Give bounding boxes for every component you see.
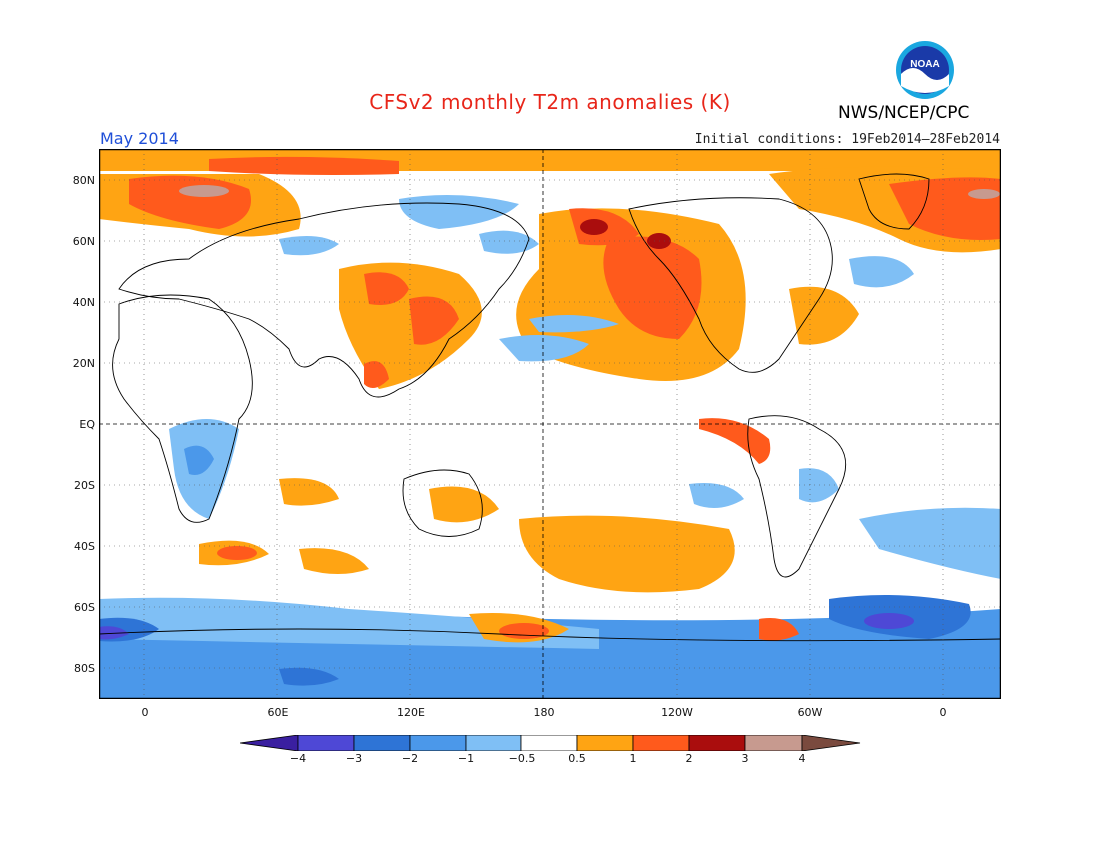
colorbar-segment: [576, 735, 634, 751]
coastlines: [99, 173, 1001, 642]
anomaly-region: [849, 256, 914, 288]
colorbar-segment: [240, 735, 299, 751]
lat-label: 60S: [74, 601, 95, 614]
anomaly-region: [499, 623, 549, 639]
anomaly-region: [759, 618, 799, 641]
colorbar-segment: [744, 735, 803, 751]
anomaly-region: [699, 418, 771, 464]
anomaly-region: [603, 236, 702, 339]
colorbar-segment: [520, 735, 578, 751]
colorbar-label: 3: [741, 752, 749, 765]
color-scale-bar: [240, 735, 861, 751]
lat-label: 80S: [74, 662, 95, 675]
anomaly-region: [529, 315, 619, 333]
anomaly-region: [179, 185, 229, 197]
lat-label: 20N: [72, 357, 95, 370]
north-america-outline: [628, 197, 833, 373]
lat-label: EQ: [79, 418, 95, 431]
lat-label: 80N: [72, 174, 95, 187]
noaa-logo: NOAA: [896, 41, 954, 99]
anomaly-map: [99, 149, 1001, 699]
australia-outline: [402, 469, 483, 537]
anomaly-region: [859, 507, 1001, 579]
lat-label: 60N: [72, 235, 95, 248]
lat-label: 20S: [74, 479, 95, 492]
colorbar-segment: [353, 735, 411, 751]
anomaly-region: [409, 296, 459, 345]
lon-label: 0: [939, 706, 947, 719]
colorbar-label: −3: [345, 752, 363, 765]
colorbar-segment: [688, 735, 746, 751]
colorbar-label: 1: [629, 752, 637, 765]
map-title: CFSv2 monthly T2m anomalies (K): [369, 90, 731, 114]
colorbar-label: 0.5: [568, 752, 586, 765]
colorbar-segment: [801, 735, 861, 751]
anomaly-region: [364, 272, 409, 305]
colorbar-label: 4: [798, 752, 806, 765]
lon-label: 120E: [397, 706, 425, 719]
anomaly-region: [479, 230, 539, 254]
colorbar-label: −2: [401, 752, 419, 765]
anomaly-region: [279, 667, 339, 686]
anomaly-region: [364, 361, 389, 388]
greenland-outline: [858, 173, 930, 230]
logo-text: NOAA: [910, 59, 939, 70]
lat-label: 40S: [74, 540, 95, 553]
lon-label: 180: [533, 706, 555, 719]
lon-label: 120W: [661, 706, 693, 719]
antarctica-outline: [99, 628, 1001, 642]
anomaly-region: [184, 445, 214, 475]
colorbar-label: 2: [685, 752, 693, 765]
graticule: [99, 149, 1001, 699]
colorbar-label: −0.5: [508, 752, 536, 765]
colorbar-label: −1: [457, 752, 475, 765]
anomaly-region: [429, 486, 499, 523]
anomaly-region: [580, 219, 608, 235]
anomaly-region: [209, 156, 399, 175]
colorbar-segment: [465, 735, 522, 751]
anomaly-region: [864, 613, 914, 629]
colorbar-segment: [409, 735, 467, 751]
anomaly-region: [217, 546, 257, 560]
colorbar-label: −4: [289, 752, 307, 765]
anomaly-region: [689, 483, 744, 508]
anomaly-region: [299, 548, 369, 574]
initial-conditions: Initial conditions: 19Feb2014–28Feb2014: [694, 132, 1000, 147]
anomaly-region: [99, 597, 599, 649]
south-america-outline: [747, 415, 847, 578]
map-frame: [99, 149, 1001, 699]
anomaly-region: [499, 335, 589, 362]
colorbar-segment: [632, 735, 690, 751]
forecast-month: May 2014: [100, 129, 179, 148]
lon-label: 0: [141, 706, 149, 719]
eurasia-outline: [118, 202, 530, 398]
anomaly-region: [968, 189, 1000, 199]
anomaly-region: [399, 195, 519, 229]
lon-label: 60E: [267, 706, 289, 719]
lat-label: 40N: [72, 296, 95, 309]
anomaly-region: [519, 515, 735, 593]
lon-label: 60W: [797, 706, 823, 719]
colorbar-segment: [297, 735, 355, 751]
africa-outline: [112, 294, 253, 523]
anomaly-region: [789, 286, 859, 345]
agency-label: NWS/NCEP/CPC: [838, 103, 970, 123]
